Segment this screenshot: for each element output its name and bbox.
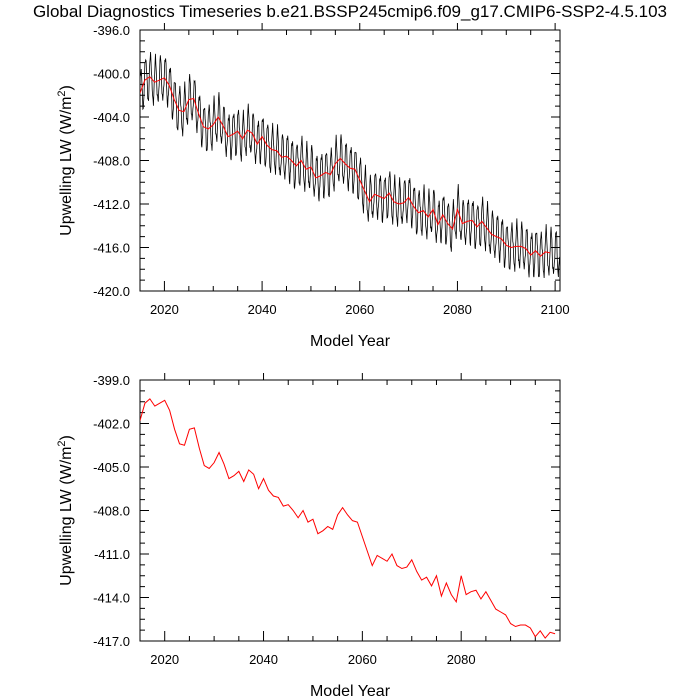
y-tick-label: -402.0 <box>93 417 130 432</box>
x-tick-label: 2080 <box>447 652 476 667</box>
x-tick-label: 2040 <box>248 302 277 317</box>
timeseries-panel-bottom: 2020 2040 2060 2080 -417.0 -414.0 -411.0 -408.0… <box>56 373 561 700</box>
x-tick-label: 2080 <box>443 302 472 317</box>
series-line-annual <box>140 76 551 257</box>
y-tick-label: -414.0 <box>93 591 130 606</box>
x-axis-label: Model Year <box>310 333 391 350</box>
y-axis-label: Upwelling LW (W/m2) <box>56 85 75 236</box>
y-tick-label: -400.0 <box>93 67 130 82</box>
y-tick-label: -399.0 <box>93 373 130 388</box>
y-tick-label: -396.0 <box>93 23 130 38</box>
x-tick-label: 2020 <box>150 302 179 317</box>
x-tick-label: 2060 <box>345 302 374 317</box>
y-tick-label: -416.0 <box>93 241 130 256</box>
y-tick-label: -405.0 <box>93 460 130 475</box>
page-title: Global Diagnostics Timeseries b.e21.BSSP… <box>32 2 668 21</box>
x-tick-label: 2040 <box>249 652 278 667</box>
y-tick-label: -411.0 <box>94 547 130 562</box>
timeseries-panel-top: 2020 2040 2060 2080 2100 -420.0 -416.0 -412.0 -4… <box>56 23 570 350</box>
series-line-monthly <box>140 51 560 279</box>
x-tick-label: 2060 <box>348 652 377 667</box>
y-tick-label: -404.0 <box>93 110 130 125</box>
series-line-annual <box>140 398 556 639</box>
y-tick-label: -417.0 <box>93 634 130 649</box>
y-axis-label: Upwelling LW (W/m2) <box>56 435 75 586</box>
plot-frame <box>139 379 561 642</box>
x-axis-label: Model Year <box>310 683 391 700</box>
y-tick-label: -408.0 <box>93 154 130 169</box>
x-tick-label: 2020 <box>150 652 179 667</box>
y-tick-label: -420.0 <box>93 284 130 299</box>
y-tick-label: -412.0 <box>93 197 130 212</box>
y-tick-label: -408.0 <box>93 504 130 519</box>
x-tick-label: 2100 <box>541 302 570 317</box>
